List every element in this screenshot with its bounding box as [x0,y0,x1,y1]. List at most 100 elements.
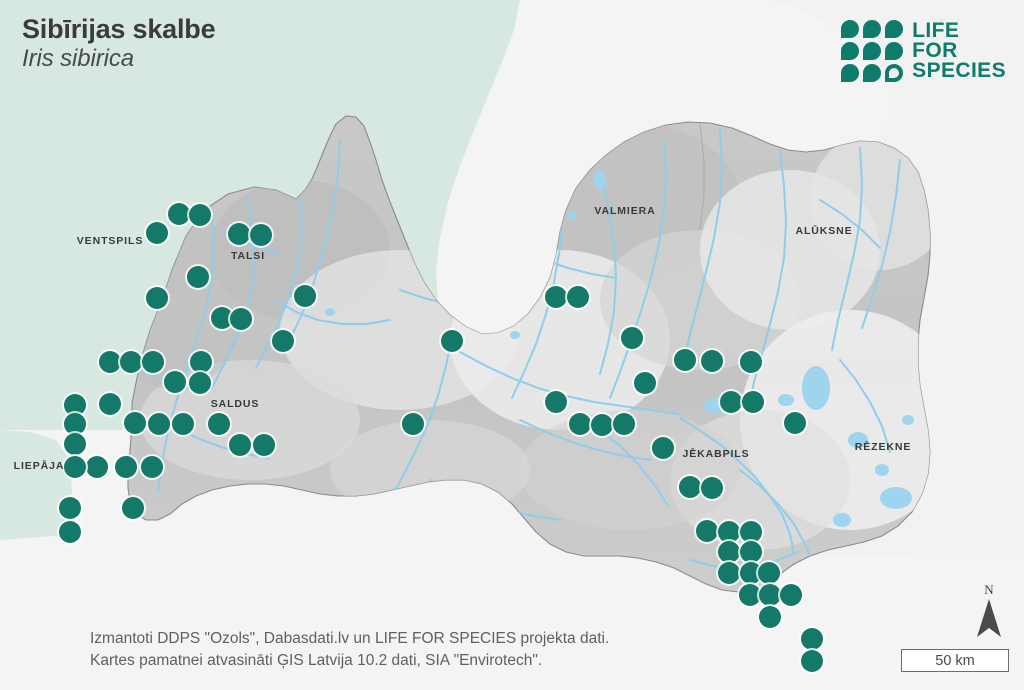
occurrence-dot [64,413,86,435]
leaf-ring-icon [885,64,904,82]
occurrence-dot [190,351,212,373]
city-label: JĒKABPILS [682,448,750,460]
occurrence-dot [567,286,589,308]
occurrence-dot [141,456,163,478]
occurrence-dot [148,413,170,435]
occurrence-dot [701,477,723,499]
occurrence-dot [801,650,823,672]
leaf-icon [863,42,882,60]
occurrence-dot [758,562,780,584]
rivers [139,129,901,569]
occurrence-dot [402,413,424,435]
occurrence-dot [740,521,762,543]
page-title: Sibīrijas skalbe [22,14,216,44]
north-label: N [984,582,994,597]
occurrence-dot [652,437,674,459]
leaf-icon [863,64,882,82]
occurrence-dot [189,204,211,226]
occurrence-dot [189,372,211,394]
occurrence-dot [122,497,144,519]
occurrence-dot [294,285,316,307]
footnote-line-2: Kartes pamatnei atvasināti ĢIS Latvija 1… [90,652,543,669]
occurrence-dot [115,456,137,478]
occurrence-dot [230,308,252,330]
occurrence-dot [634,372,656,394]
occurrence-dot [718,562,740,584]
occurrence-dot [739,584,761,606]
occurrence-dot [229,434,251,456]
occurrence-dot [740,351,762,373]
occurrence-dot [164,371,186,393]
occurrence-dot [99,393,121,415]
occurrence-dot [740,562,762,584]
occurrence-dot [621,327,643,349]
occurrence-dot [59,521,81,543]
occurrence-dot [545,391,567,413]
occurrence-dot [679,476,701,498]
city-label: VENTSPILS [76,235,144,247]
occurrence-dot [718,541,740,563]
leaf-icon [841,64,860,82]
occurrence-dot [569,413,591,435]
occurrence-dot [228,223,250,245]
sea-water [0,0,520,690]
occurrence-dot [696,520,718,542]
logo-word-for: FOR [912,38,958,62]
occurrence-dot [701,350,723,372]
occurrence-dot [187,266,209,288]
occurrence-dot [172,413,194,435]
leaf-icon [841,42,860,60]
city-label: RĒZEKNE [854,441,912,453]
occurrence-dot [674,349,696,371]
city-label: SALDUS [210,398,260,410]
occurrence-dot [211,307,233,329]
occurrence-dot [441,330,463,352]
occurrence-dot [99,351,121,373]
occurrence-dot [720,391,742,413]
occurrence-dot [142,351,164,373]
logo-wordmark: LIFE FOR SPECIES [912,18,1006,83]
city-label: VALMIERA [594,205,656,217]
occurrence-dot [146,287,168,309]
occurrence-dot [146,222,168,244]
occurrence-dot [124,412,146,434]
leaf-icon [863,20,882,38]
occurrence-dot [591,414,613,436]
occurrence-dot [86,456,108,478]
occurrence-dot [59,497,81,519]
occurrence-dot [780,584,802,606]
occurrence-dot [250,224,272,246]
life-for-species-logo: LIFE FOR SPECIES [841,20,1006,82]
scale-bar: 50 km [901,649,1009,672]
leaf-icon [885,20,904,38]
occurrence-dot [208,413,230,435]
logo-word-life: LIFE [912,18,960,42]
compass-needle-icon [977,599,1001,637]
source-footnote: Izmantoti DDPS "Ozols", Dabasdati.lv un … [90,628,609,672]
occurrence-dot [64,456,86,478]
leaf-icon [841,20,860,38]
logo-word-species: SPECIES [912,59,1006,83]
occurrence-dot [64,433,86,455]
city-label: LIEPĀJA [13,460,65,472]
occurrence-dot [740,541,762,563]
occurrence-dot [801,628,823,650]
occurrence-dot [120,351,142,373]
footnote-line-1: Izmantoti DDPS "Ozols", Dabasdati.lv un … [90,630,610,647]
species-latin-name: Iris sibirica [22,45,135,73]
occurrence-dot [253,434,275,456]
occurrence-dot [613,413,635,435]
occurrence-dot [759,606,781,628]
leaf-icon [885,42,904,60]
occurrence-dot [272,330,294,352]
occurrence-dot [718,521,740,543]
occurrence-dot [168,203,190,225]
lakes [296,170,914,527]
title-block: Sibīrijas skalbe Iris sibirica [22,14,216,73]
occurrence-dot [742,391,764,413]
occurrence-dot [64,394,86,416]
scale-bar-label: 50 km [935,652,975,669]
city-label: TALSI [230,250,266,262]
